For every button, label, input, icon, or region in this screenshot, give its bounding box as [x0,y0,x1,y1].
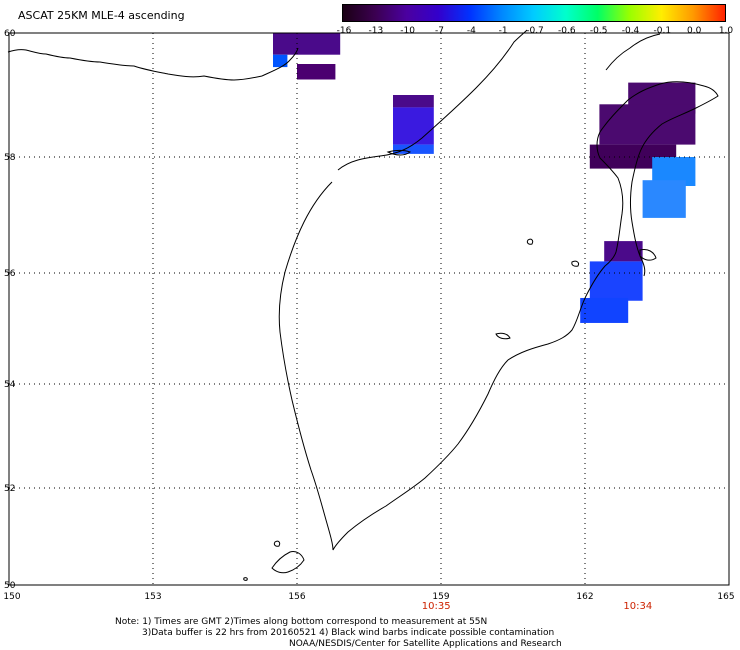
latitude-label: 58 [4,153,16,163]
swath-cell [580,297,629,323]
time-label: 10:35 [421,601,451,612]
swath-cell [393,107,434,145]
colorbar-tick-label: -0.6 [558,26,576,36]
colorbar-tick-label: -7 [435,26,444,36]
note-line-3: NOAA/NESDIS/Center for Satellite Applica… [289,639,562,649]
island-8 [639,249,657,261]
longitude-label: 162 [576,592,594,602]
swath-cell [273,54,288,68]
colorbar-tick-label: 0.0 [686,26,702,36]
colorbar [342,4,726,22]
note-line-1: Note: 1) Times are GMT 2)Times along bot… [115,617,488,627]
colorbar-tick-label: -13 [368,26,384,36]
map-frame [8,32,730,586]
colorbar-tick-label: -10 [400,26,416,36]
latitude-label: 52 [4,484,16,494]
latitude-label: 56 [4,269,16,279]
swath-cell [273,33,341,55]
swath-cell [297,64,336,80]
latitude-label: 50 [4,581,16,591]
colorbar-tick-label: -4 [466,26,476,36]
island-5 [273,540,281,547]
coastline [7,29,719,581]
colorbar-labels: -16 -13 -10 -7 -4 -1 -0.7 -0.6 -0.5 -0.4 -0.1 0.0 1.… [330,26,740,38]
colorbar-tick-label: 1.0 [718,26,734,36]
colorbar-tick-label: -16 [336,26,352,36]
map-title: ASCAT 25KM MLE-4 ascending [18,9,185,22]
colorbar-tick-label: -1 [498,26,508,36]
okhotsk-north-coast [7,49,263,81]
swath-cell [393,144,434,154]
island-3 [495,332,511,340]
island-2 [526,238,534,245]
notes: Note: 1) Times are GMT 2)Times along bot… [115,617,562,650]
swath-cell [599,104,696,145]
island-6 [271,551,305,574]
longitude-label: 159 [432,592,450,602]
island-1 [386,150,412,156]
swath-cell [393,95,434,108]
note-line-2: 3)Data buffer is 22 hrs from 20160521 4)… [142,628,555,638]
colorbar-tick-label: -0.7 [526,26,544,36]
longitude-label: 150 [3,592,21,602]
longitude-label: 156 [288,592,306,602]
colorbar-tick-label: -0.4 [621,26,640,36]
swath-layer [273,33,696,323]
latitude-label: 60 [4,29,16,39]
swath-cell [642,180,686,218]
island-4 [571,260,579,267]
swath-cell [589,261,643,301]
kamchatka-coast [261,29,719,551]
latitude-label: 54 [4,380,16,390]
island-7 [243,577,248,581]
longitude-label: 153 [144,592,162,602]
colorbar-tick-label: -0.1 [653,26,672,36]
longitude-label: 165 [717,592,735,602]
colorbar-tick-label: -0.5 [589,26,608,36]
time-label: 10:34 [623,601,653,612]
